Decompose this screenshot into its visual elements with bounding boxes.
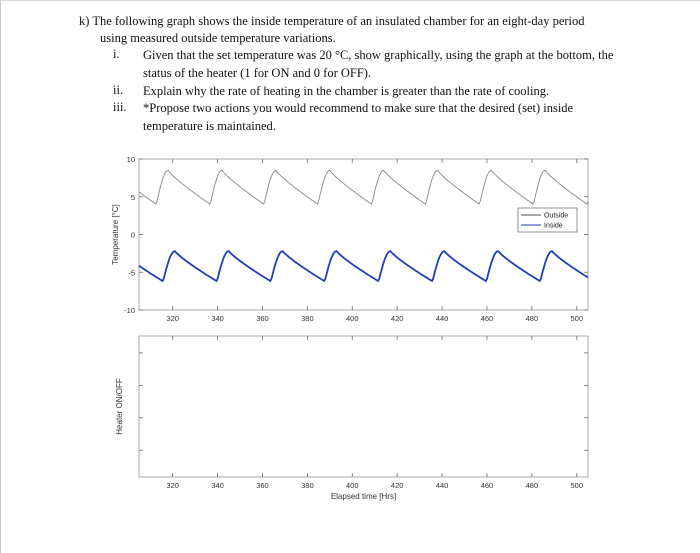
legend-label: Outside (544, 213, 568, 220)
x-tick-label: 440 (436, 481, 449, 490)
x-tick-label: 340 (211, 314, 224, 323)
x-axis-label: Elapsed time [Hrs] (331, 492, 396, 501)
y-axis-label: Heater ON/OFF (115, 378, 124, 435)
x-tick-label: 320 (166, 314, 179, 323)
y-tick-label: 5 (131, 193, 135, 202)
x-tick-label: 500 (571, 314, 584, 323)
x-tick-label: 380 (301, 481, 314, 490)
x-tick-label: 380 (301, 314, 314, 323)
x-tick-label: 360 (256, 481, 269, 490)
plot-area-frame (138, 158, 589, 311)
x-tick-label: 500 (571, 481, 584, 490)
x-tick-label: 400 (346, 314, 359, 323)
series-line-outside (138, 169, 589, 205)
item-i-line2: status of the heater (1 for ON and 0 for… (143, 66, 372, 80)
x-tick-label: 480 (526, 481, 539, 490)
question-intro-line2: using measured outside temperature varia… (100, 31, 336, 45)
y-tick-label: -5 (128, 268, 135, 277)
y-tick-label: -10 (124, 306, 135, 315)
y-tick-label: 10 (127, 155, 135, 164)
item-iii-line1: *Propose two actions you would recommend… (143, 101, 574, 115)
y-tick-label: 0 (131, 231, 135, 240)
x-tick-label: 360 (256, 314, 269, 323)
item-number-ii: ii. (113, 83, 124, 97)
legend-box (517, 207, 578, 233)
x-tick-label: 420 (391, 314, 404, 323)
item-number-i: i. (113, 47, 120, 61)
plot-area-frame (138, 335, 589, 478)
x-tick-label: 480 (526, 314, 539, 323)
x-tick-label: 460 (481, 481, 494, 490)
y-axis-label: Temperature [°C] (111, 204, 120, 265)
x-tick-label: 320 (166, 481, 179, 490)
item-number-iii: iii. (113, 100, 127, 114)
heater-chart: 320 340 360 380 400 420 440 460 480 500 Elapsed ti… (115, 335, 589, 501)
item-iii-line2: temperature is maintained. (143, 119, 276, 133)
item-i-line1: Given that the set temperature was 20 °C… (143, 48, 614, 62)
series-line-inside (138, 250, 589, 283)
item-ii-line1: Explain why the rate of heating in the c… (143, 84, 550, 98)
question-intro-line1: The following graph shows the inside tem… (92, 14, 585, 28)
legend-label: Inside (544, 223, 563, 230)
temperature-chart: 10 5 0 -5 -10 320 340 360 380 400 420 440 460 480 500 T… (111, 155, 589, 323)
question-label: k) (79, 14, 90, 28)
x-tick-label: 440 (436, 314, 449, 323)
x-tick-label: 460 (481, 314, 494, 323)
x-tick-label: 420 (391, 481, 404, 490)
x-tick-label: 400 (346, 481, 359, 490)
question-intro: k) The following graph shows the inside … (79, 13, 585, 30)
x-tick-label: 340 (211, 481, 224, 490)
